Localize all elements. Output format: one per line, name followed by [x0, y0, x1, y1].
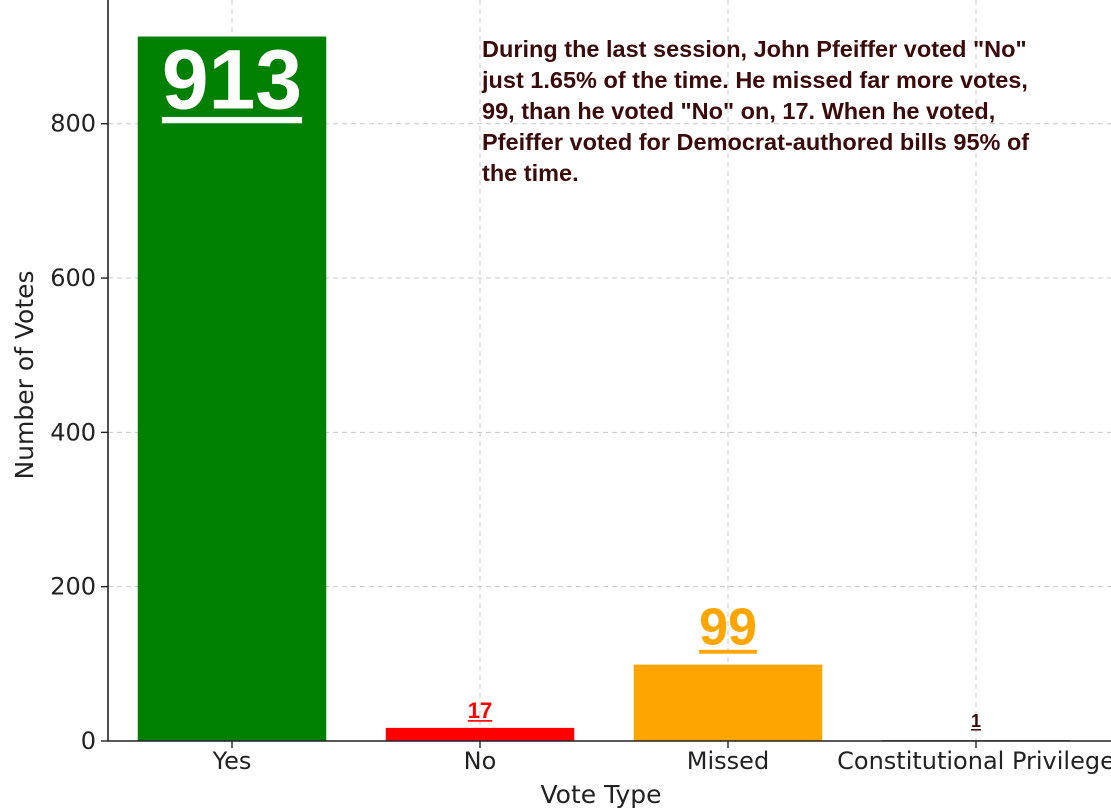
y-ticks: 0 200 400 600 800	[50, 110, 108, 755]
bar-value-underline	[699, 649, 757, 654]
x-axis-label: Vote Type	[540, 780, 661, 809]
bar-yes	[137, 36, 327, 742]
y-tick-label: 600	[50, 264, 96, 292]
y-tick-label: 800	[50, 110, 96, 138]
bar-value-underline	[161, 116, 303, 124]
y-tick-label: 200	[50, 573, 96, 601]
bars	[137, 36, 1071, 742]
y-tick-label: 400	[50, 418, 96, 446]
bar-no	[385, 727, 575, 741]
bar-value-label: 17	[468, 698, 492, 723]
y-axis-label: Number of Votes	[10, 270, 39, 479]
x-ticks: Yes No Missed Constitutional Privilege	[212, 741, 1111, 775]
bar-value-label: 913	[162, 33, 302, 127]
bar-value-label: 99	[699, 599, 757, 657]
x-tick-label: Constitutional Privilege	[837, 747, 1111, 775]
x-tick-label: Yes	[212, 747, 252, 775]
x-tick-label: No	[464, 747, 497, 775]
y-tick-label: 0	[81, 727, 96, 755]
bar-value-underline	[970, 729, 982, 731]
chart-annotation: During the last session, John Pfeiffer v…	[482, 36, 1030, 186]
bar-missed	[633, 664, 823, 741]
bar-value-label: 1	[971, 711, 981, 731]
bar-labels: 913 17 99 1	[161, 33, 982, 731]
x-tick-label: Missed	[687, 747, 769, 775]
bar-value-underline	[467, 720, 493, 722]
